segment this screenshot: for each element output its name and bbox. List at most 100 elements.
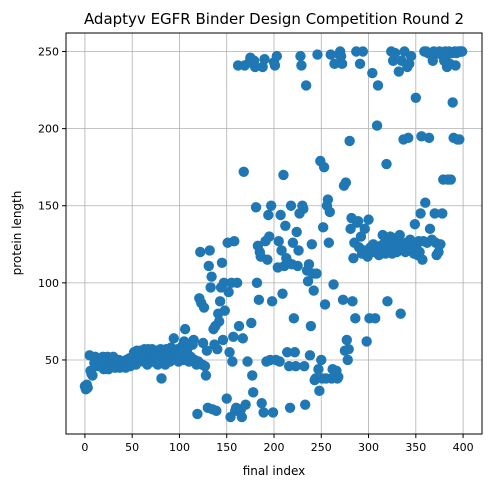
data-point	[82, 382, 93, 393]
data-point	[265, 200, 277, 211]
data-point	[367, 67, 378, 79]
data-point	[218, 277, 230, 289]
data-point	[394, 229, 405, 241]
data-point	[420, 197, 431, 208]
data-point	[328, 279, 339, 290]
data-point	[247, 370, 258, 381]
data-point	[203, 260, 214, 272]
data-point	[285, 200, 297, 211]
x-axis-label: final index	[243, 464, 306, 478]
data-point	[229, 236, 240, 247]
data-point	[337, 294, 349, 306]
y-tick-label: 100	[38, 277, 59, 290]
data-point	[329, 58, 340, 70]
data-point	[389, 47, 401, 59]
data-point	[312, 49, 323, 60]
data-point	[188, 334, 199, 346]
data-point	[282, 347, 293, 358]
data-point	[213, 316, 225, 327]
y-tick-label: 250	[38, 46, 59, 59]
data-point	[204, 245, 215, 256]
data-point	[450, 60, 461, 71]
data-point	[393, 66, 404, 77]
data-point	[300, 399, 311, 410]
data-point	[238, 166, 249, 178]
data-point	[233, 320, 245, 332]
data-point	[354, 58, 366, 70]
data-point	[290, 360, 301, 372]
data-point	[305, 320, 317, 332]
data-point	[311, 268, 322, 279]
data-point	[335, 50, 347, 62]
data-point	[240, 399, 251, 410]
data-point	[347, 296, 358, 307]
data-point	[429, 208, 440, 219]
data-point	[447, 97, 458, 108]
data-point	[344, 135, 355, 147]
data-point	[223, 286, 234, 298]
data-point	[314, 385, 325, 397]
data-point	[269, 60, 281, 71]
data-point	[192, 408, 203, 420]
data-point	[201, 345, 213, 356]
data-point	[363, 214, 374, 225]
y-axis-label: protein length	[10, 191, 24, 276]
data-point	[274, 356, 285, 367]
data-point	[259, 54, 270, 65]
data-point	[168, 333, 179, 344]
data-points	[79, 46, 468, 423]
data-point	[345, 223, 356, 235]
data-point	[264, 231, 275, 242]
data-point	[336, 58, 348, 70]
data-point	[199, 360, 211, 372]
data-point	[303, 259, 315, 270]
y-axis-ticks: 50 100 150 200 250	[38, 46, 66, 367]
data-point	[371, 120, 383, 131]
data-point	[352, 215, 364, 227]
data-point	[278, 169, 289, 181]
x-tick-label: 350	[405, 441, 426, 454]
data-point	[403, 132, 414, 144]
data-point	[296, 60, 307, 71]
grid	[66, 33, 482, 434]
data-point	[445, 174, 456, 185]
y-tick-label: 50	[45, 354, 59, 367]
data-point	[212, 343, 223, 355]
data-point	[211, 405, 222, 417]
data-point	[341, 334, 352, 346]
data-point	[395, 308, 406, 319]
data-point	[246, 317, 257, 329]
data-point	[299, 360, 310, 372]
data-point	[280, 220, 291, 231]
data-point	[348, 252, 359, 264]
data-point	[205, 282, 216, 293]
data-point	[242, 356, 253, 367]
data-point	[355, 231, 367, 242]
data-point	[382, 296, 393, 307]
data-point	[253, 294, 265, 306]
data-point	[343, 343, 354, 355]
data-point	[275, 209, 286, 221]
data-point	[293, 245, 304, 256]
data-point	[456, 46, 468, 57]
data-point	[227, 356, 238, 367]
data-point	[289, 347, 300, 358]
data-point	[302, 276, 314, 287]
data-point	[263, 209, 274, 221]
data-point	[423, 132, 435, 144]
data-point	[427, 55, 439, 66]
data-point	[214, 296, 226, 307]
data-point	[219, 305, 231, 316]
data-point	[195, 246, 206, 258]
data-point	[197, 337, 209, 349]
data-point	[250, 202, 262, 213]
data-point	[405, 50, 417, 62]
data-point	[410, 92, 422, 103]
data-point	[198, 302, 210, 313]
data-point	[333, 371, 344, 383]
data-point	[317, 222, 329, 233]
data-point	[306, 239, 318, 250]
data-point	[417, 254, 428, 265]
data-point	[325, 49, 336, 60]
